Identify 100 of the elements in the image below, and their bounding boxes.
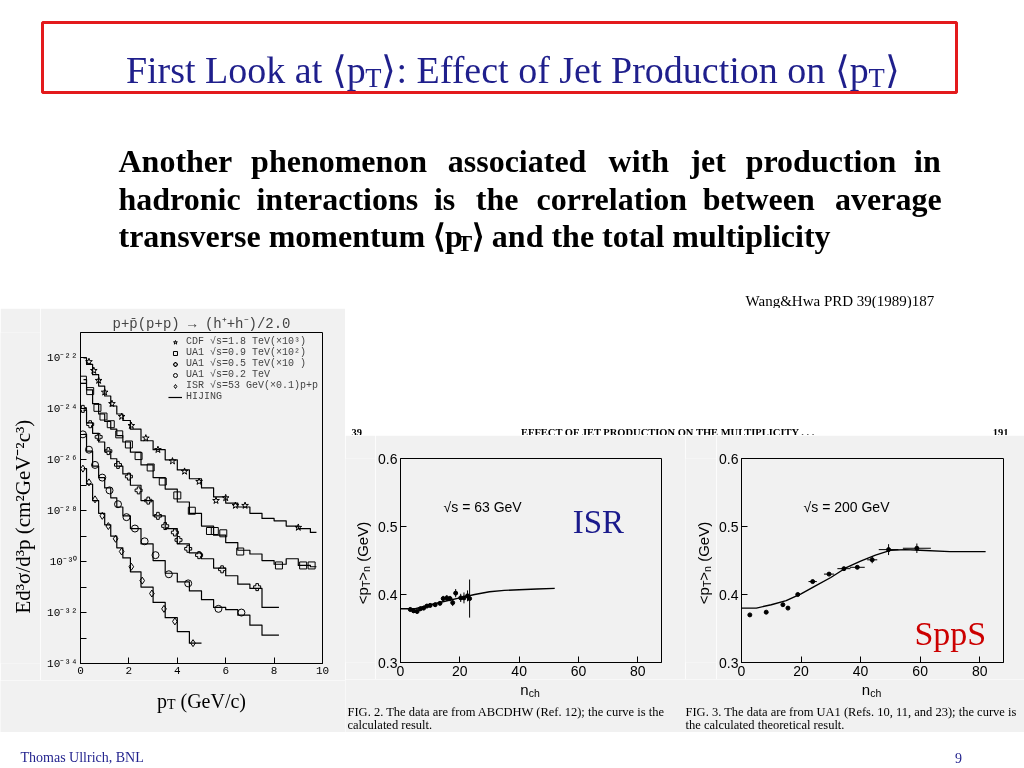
x-tick-label: 80 (629, 662, 646, 679)
x-tick-label: 8 (270, 664, 278, 677)
y-tick-label: 0.3 (378, 654, 398, 671)
point (86, 420, 95, 429)
text: Thomas Ullrich, BNL (20, 750, 144, 765)
text: 9 (955, 750, 962, 766)
x-tick-label: 40 (511, 662, 528, 679)
point (294, 523, 303, 531)
point (100, 388, 109, 396)
point (134, 486, 143, 495)
x-tick-label: 60 (570, 662, 587, 679)
point (134, 452, 143, 461)
legend-label: UA1 √s=0.5 TeV(×10 ) (185, 358, 306, 369)
text: Wang&Hwa PRD 39(1989)187 (745, 292, 935, 310)
x-tick-label: 4 (174, 664, 181, 677)
x-tick-label: 20 (793, 662, 810, 679)
point (140, 537, 149, 546)
legend-label: UA1 √s=0.9 TeV(×10²) (185, 347, 306, 358)
point (763, 609, 769, 615)
point (93, 403, 102, 412)
y-tick-label: 10⁻³⁰ (49, 554, 78, 568)
point (164, 570, 173, 579)
point (89, 366, 98, 374)
annotation: √s = 63 GeV (443, 498, 523, 515)
point (108, 399, 116, 408)
x-tick-label: 40 (852, 662, 869, 679)
point (218, 565, 227, 574)
point (124, 440, 133, 449)
x-tick-label: 20 (452, 662, 468, 679)
x-tick-label: 0 (737, 662, 746, 679)
point (86, 387, 95, 396)
point (212, 496, 220, 504)
point (747, 612, 753, 618)
x-tick-label: 0 (396, 662, 405, 679)
point (219, 529, 228, 538)
point (94, 376, 103, 384)
y-tick-label: 0.6 (378, 450, 398, 467)
point (98, 473, 107, 482)
y-tick-label: 0.3 (719, 654, 739, 671)
point (241, 501, 249, 509)
legend-label: ISR √s=53 GeV(×0.1)p+p (185, 380, 318, 391)
point (99, 412, 108, 421)
point (299, 561, 308, 570)
y-tick-label: 10⁻²⁸ (47, 504, 78, 517)
caption: FIG. 3. The data are from UA1 (Refs. 10, 11, and 23); the curve is the calculated theoretical result. (685, 704, 1017, 732)
point (780, 602, 786, 608)
point (127, 421, 136, 429)
annotation: ISR (572, 503, 625, 540)
point (124, 472, 133, 481)
y-tick-label: 0.5 (719, 518, 739, 535)
point (151, 551, 160, 560)
y-tick-label: 0.4 (719, 586, 739, 603)
annotation: SppS (914, 615, 987, 653)
y-tick-label: 0.4 (378, 586, 398, 603)
point (114, 500, 123, 509)
point (84, 445, 93, 454)
point (153, 511, 162, 520)
point (99, 511, 106, 520)
point (144, 496, 153, 505)
point (142, 434, 150, 442)
point (80, 404, 87, 413)
point (173, 491, 182, 500)
annotation: √s = 200 GeV (803, 498, 891, 515)
point (146, 463, 155, 472)
point (180, 467, 189, 475)
point (214, 604, 223, 613)
point (168, 457, 177, 465)
point (94, 432, 103, 441)
caption: FIG. 2. The data are from ABCDHW (Ref. 12); the curve is the calculated result. (347, 704, 665, 732)
y-tick-label: 10⁻²² (47, 351, 78, 364)
x-tick-label: 2 (125, 664, 133, 677)
y-tick-label: 10⁻²⁶ (47, 453, 78, 466)
point (106, 420, 115, 429)
legend-label: CDF √s=1.8 TeV(×10³) (185, 336, 306, 347)
point (122, 513, 131, 522)
point (237, 608, 246, 617)
point (85, 357, 93, 366)
y-tick-label: 10⁻²⁴ (47, 402, 78, 415)
point (130, 524, 139, 533)
point (161, 522, 170, 531)
point (158, 477, 167, 486)
point (170, 528, 179, 537)
point (184, 544, 193, 553)
legend-label: UA1 √s=0.2 TeV (185, 369, 270, 380)
x-tick-label: 60 (912, 662, 929, 679)
point (128, 562, 135, 571)
point (307, 561, 316, 570)
point (117, 412, 126, 420)
point (115, 430, 124, 439)
point (210, 527, 219, 535)
point (91, 460, 100, 469)
y-tick-label: 10⁻³⁴ (47, 657, 78, 670)
point (236, 547, 245, 556)
x-tick-label: 6 (222, 664, 230, 677)
x-tick-label: 0 (77, 664, 84, 677)
point (104, 447, 113, 456)
point (221, 493, 230, 502)
point (253, 583, 262, 592)
point (187, 506, 196, 515)
point (195, 477, 203, 485)
